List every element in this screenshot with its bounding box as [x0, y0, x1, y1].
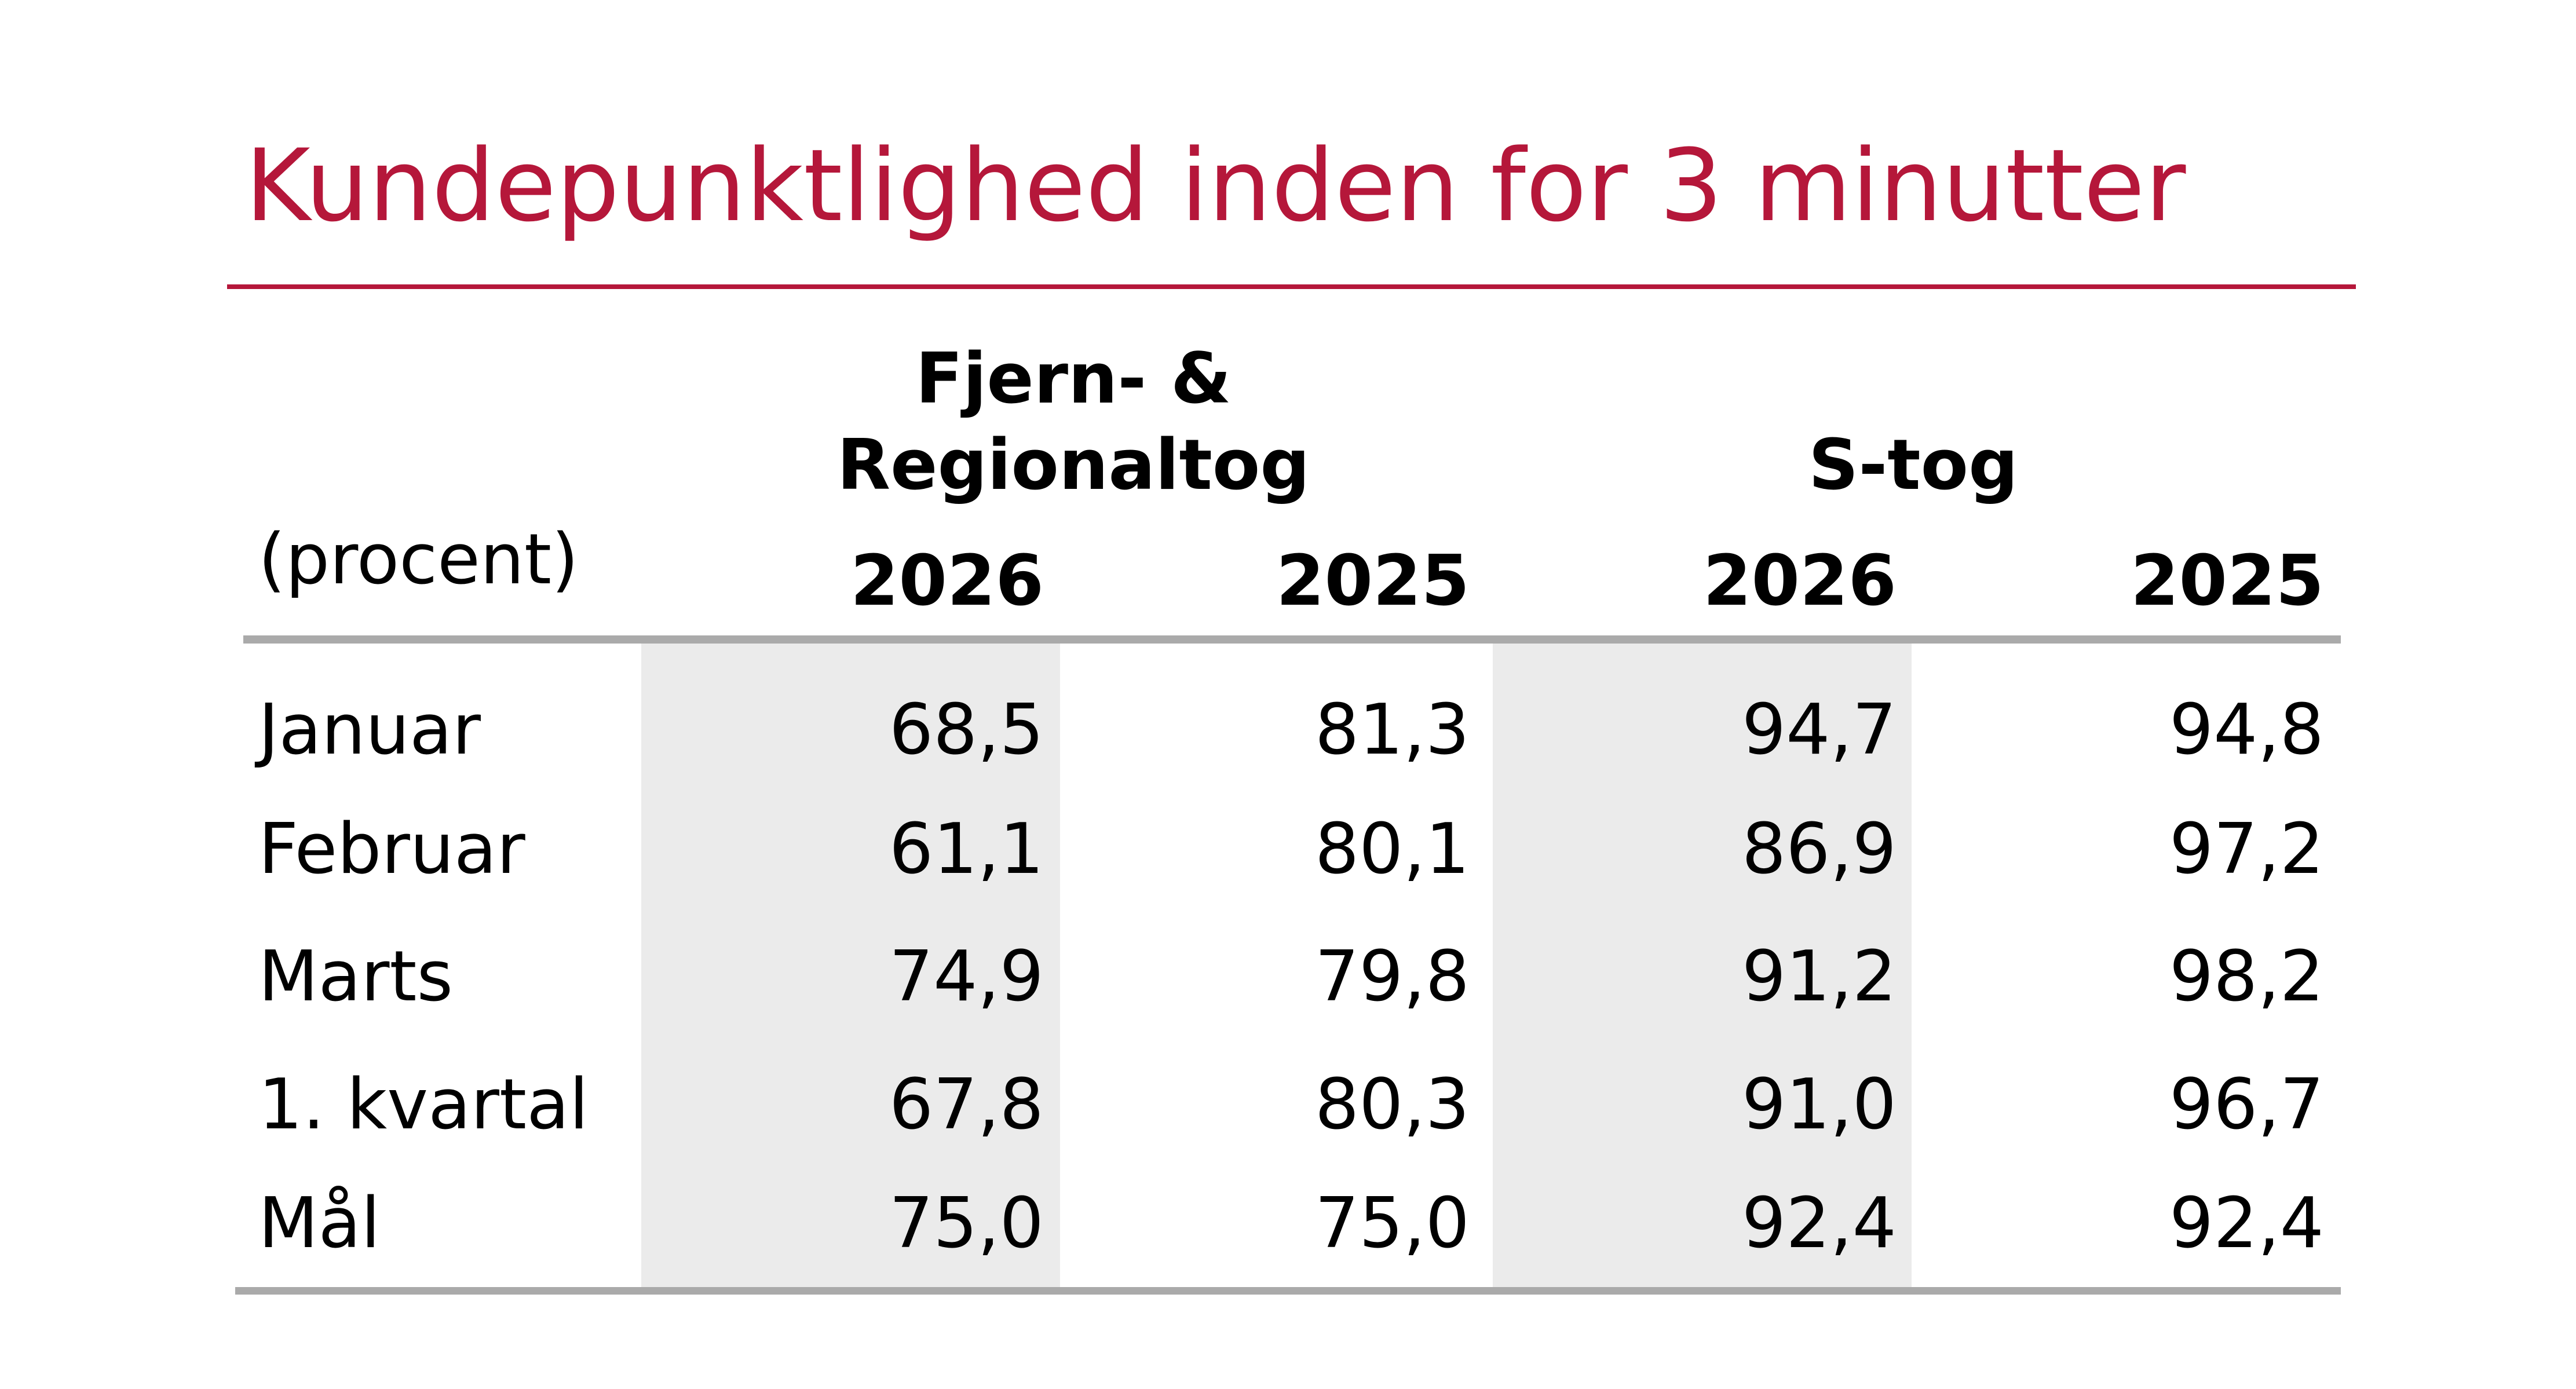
cell-value: 97,2	[2169, 809, 2324, 890]
cell-value: 68,5	[889, 690, 1044, 770]
title: Kundepunktlighed inden for 3 minutter	[245, 127, 2186, 244]
cell-value: 80,3	[1315, 1065, 1470, 1145]
cell-value: 75,0	[889, 1183, 1044, 1264]
cell-value: 80,1	[1315, 809, 1470, 890]
cell-value: 74,9	[889, 937, 1044, 1017]
row-label: 1. kvartal	[258, 1065, 589, 1145]
cell-value: 92,4	[1742, 1183, 1897, 1264]
cell-value: 94,8	[2169, 690, 2324, 770]
unit-label: (procent)	[258, 520, 579, 600]
header-rule	[243, 635, 2341, 644]
row-label: Marts	[258, 937, 453, 1017]
cell-value: 67,8	[889, 1065, 1044, 1145]
cell-value: 91,0	[1742, 1065, 1897, 1145]
column-shade	[641, 643, 1060, 1288]
column-shade	[1493, 643, 1912, 1288]
cell-value: 96,7	[2169, 1065, 2324, 1145]
group-header: S-tog	[1808, 425, 2018, 506]
group-header: Fjern- &	[915, 339, 1231, 419]
group-header: Regionaltog	[837, 425, 1310, 506]
year-header: 2025	[1276, 541, 1470, 622]
cell-value: 75,0	[1315, 1183, 1470, 1264]
cell-value: 81,3	[1315, 690, 1470, 770]
row-label: Februar	[258, 809, 525, 890]
cell-value: 98,2	[2169, 937, 2324, 1017]
cell-value: 79,8	[1315, 937, 1470, 1017]
cell-value: 61,1	[889, 809, 1044, 890]
year-header: 2026	[850, 541, 1044, 622]
year-header: 2026	[1703, 541, 1897, 622]
bottom-rule	[235, 1287, 2341, 1295]
row-label: Mål	[258, 1183, 380, 1264]
cell-value: 86,9	[1742, 809, 1897, 890]
row-label: Januar	[254, 690, 481, 770]
cell-value: 94,7	[1742, 690, 1897, 770]
year-header: 2025	[2131, 541, 2324, 622]
title-rule	[227, 284, 2356, 289]
cell-value: 92,4	[2169, 1183, 2324, 1264]
cell-value: 91,2	[1742, 937, 1897, 1017]
